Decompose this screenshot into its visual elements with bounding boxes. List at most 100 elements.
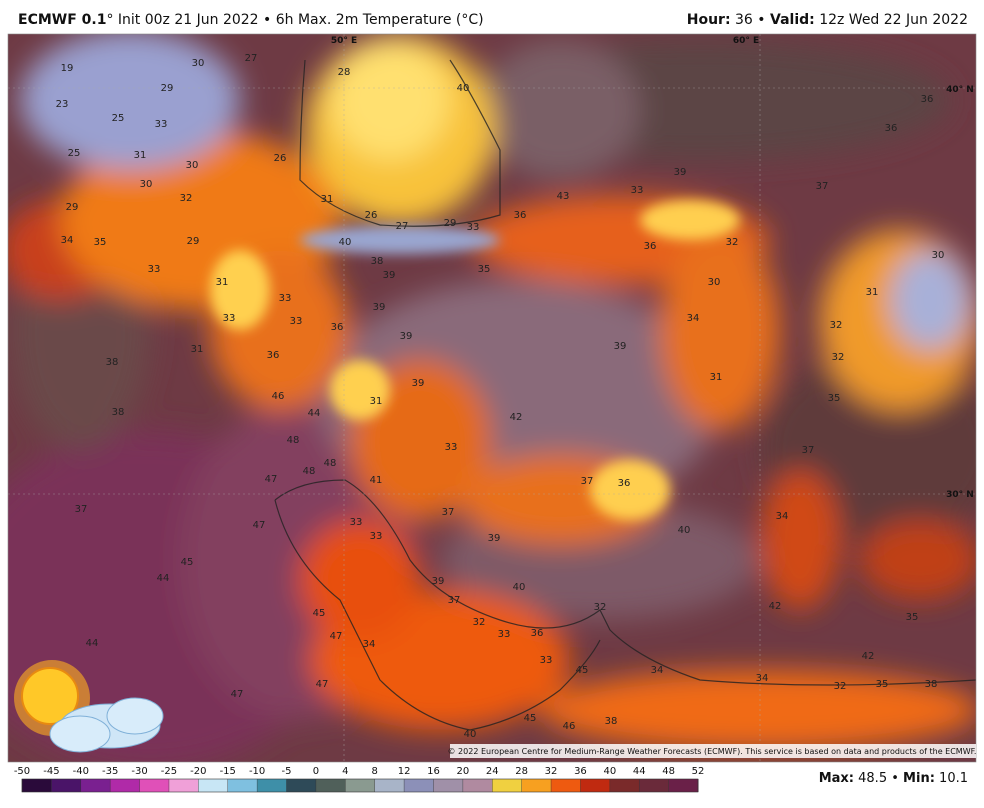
temp-label: 34 <box>687 313 700 324</box>
temp-label: 37 <box>448 595 461 606</box>
temp-label: 27 <box>245 53 258 64</box>
temp-label: 30 <box>932 250 945 261</box>
temp-label: 29 <box>444 218 457 229</box>
temp-label: 34 <box>363 639 376 650</box>
temp-label: 42 <box>769 601 782 612</box>
temp-label: 36 <box>267 350 280 361</box>
color-swatch <box>639 779 670 792</box>
colorbar-tick-label: 32 <box>545 766 558 777</box>
temp-label: 33 <box>223 313 236 324</box>
colorbar-tick-label: 48 <box>662 766 675 777</box>
temp-label: 32 <box>834 681 847 692</box>
colorbar-tick-label: 24 <box>486 766 499 777</box>
hour-label: Hour: <box>686 12 731 28</box>
temp-label: 31 <box>321 194 334 205</box>
temp-label: 31 <box>134 150 147 161</box>
temp-label: 34 <box>651 665 664 676</box>
color-swatch <box>433 779 464 792</box>
temp-label: 39 <box>432 576 445 587</box>
temp-label: 30 <box>708 277 721 288</box>
temp-label: 42 <box>510 412 523 423</box>
temp-label: 32 <box>830 320 843 331</box>
logo <box>14 660 164 753</box>
temp-label: 33 <box>148 264 161 275</box>
sep: • <box>757 12 766 28</box>
model: ECMWF 0.1 <box>18 12 107 28</box>
colorbar-tick-label: 0 <box>313 766 319 777</box>
min-label: Min: <box>903 771 935 786</box>
temp-label: 32 <box>473 617 486 628</box>
temp-label: 45 <box>313 608 326 619</box>
temp-label: 31 <box>191 344 204 355</box>
temp-label: 32 <box>180 193 193 204</box>
color-swatch <box>227 779 258 792</box>
color-swatch <box>80 779 111 792</box>
color-swatch <box>580 779 611 792</box>
temp-label: 36 <box>514 210 527 221</box>
max: 48.5 <box>858 771 888 786</box>
temp-label: 38 <box>112 407 125 418</box>
colorbar-tick-label: -50 <box>14 766 30 777</box>
header-left: ECMWF 0.1° Init 00z 21 Jun 2022 • 6h Max… <box>18 12 484 28</box>
temp-label: 29 <box>187 236 200 247</box>
temp-label: 33 <box>467 222 480 233</box>
color-swatch <box>110 779 141 792</box>
temp-label: 19 <box>61 63 74 74</box>
temp-label: 46 <box>272 391 285 402</box>
temp-label: 47 <box>265 474 278 485</box>
colorbar: -50 -45 -40 -35 -30 -25 -20 -15 -10 -5 0 4 8 12 16 20 24… <box>14 766 704 793</box>
sep: • <box>891 771 899 786</box>
color-swatch <box>404 779 434 792</box>
temp-label: 35 <box>876 679 889 690</box>
temp-label: 48 <box>324 458 337 469</box>
min: 10.1 <box>939 771 968 786</box>
field <box>8 34 976 762</box>
colorbar-tick-label: -25 <box>161 766 177 777</box>
temp-label: 44 <box>86 638 99 649</box>
temp-label: 33 <box>540 655 553 666</box>
valid: 12z Wed 22 Jun 2022 <box>819 12 968 28</box>
max-label: Max: <box>818 771 854 786</box>
temp-label: 32 <box>594 602 607 613</box>
header-right: Hour: 36 • Valid: 12z Wed 22 Jun 2022 <box>687 12 968 28</box>
colorbar-tick-label: -20 <box>190 766 206 777</box>
colorbar-tick-label: -15 <box>220 766 236 777</box>
temp-label: 34 <box>756 673 769 684</box>
temp-label: 26 <box>365 210 378 221</box>
colorbar-tick-label: 20 <box>457 766 470 777</box>
color-swatch <box>551 779 581 792</box>
color-swatch <box>51 779 82 792</box>
map-labels: 19 23 25 25 30 31 30 32 29 34 35 29 33 31 33 33 33 36 31 36… <box>56 53 945 740</box>
temp-label: 40 <box>678 525 691 536</box>
temp-label: 38 <box>605 716 618 727</box>
colorbar-tick-label: 44 <box>633 766 646 777</box>
grid-label: 40° N <box>946 85 974 95</box>
temp-label: 40 <box>464 729 477 740</box>
temp-label: 31 <box>710 372 723 383</box>
temp-label: 33 <box>498 629 511 640</box>
temp-label: 27 <box>396 221 409 232</box>
color-swatch <box>139 779 170 792</box>
colorbar-tick-label: 12 <box>398 766 411 777</box>
temp-label: 28 <box>338 67 351 78</box>
colorbar-tick-label: 8 <box>372 766 378 777</box>
temp-label: 37 <box>816 181 829 192</box>
temp-label: 34 <box>776 511 789 522</box>
temp-label: 47 <box>253 520 266 531</box>
temp-label: 37 <box>75 504 88 515</box>
color-swatch <box>462 779 493 792</box>
temp-label: 39 <box>614 341 627 352</box>
temp-label: 33 <box>290 316 303 327</box>
temp-label: 31 <box>370 396 383 407</box>
copyright: © 2022 European Centre for Medium-Range … <box>448 747 977 756</box>
colorbar-tick-label: 28 <box>515 766 528 777</box>
color-swatch <box>315 779 346 792</box>
temp-label: 37 <box>442 507 455 518</box>
temp-label: 26 <box>274 153 287 164</box>
temp-label: 31 <box>866 287 879 298</box>
temp-label: 39 <box>488 533 501 544</box>
temp-label: 47 <box>316 679 329 690</box>
temp-label: 36 <box>885 123 898 134</box>
